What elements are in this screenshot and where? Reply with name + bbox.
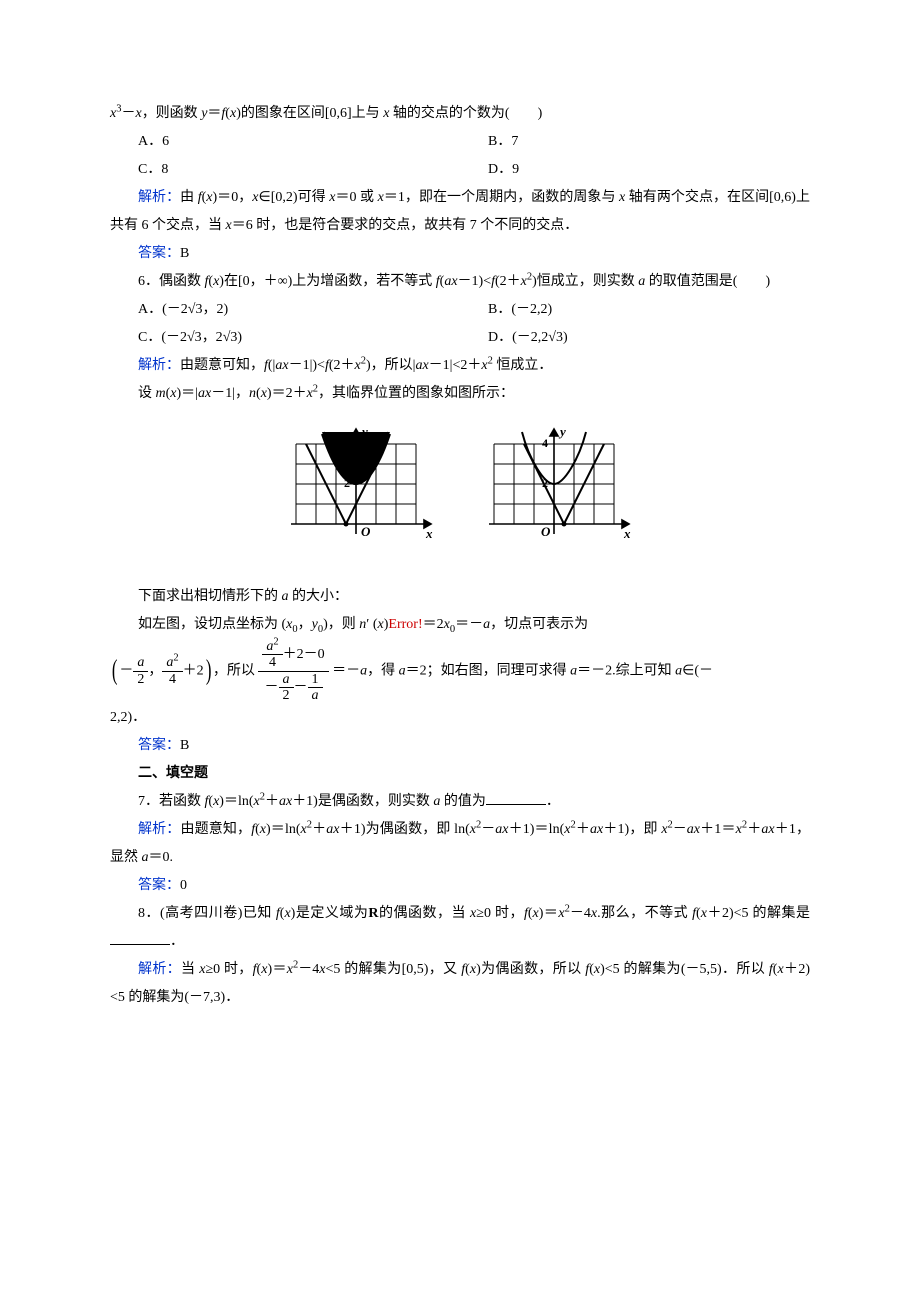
q6-jiexi-5: 2,2)．: [110, 704, 810, 732]
q5-jiexi: 解析：由 f(x)＝0，x∈[0,2)可得 x＝0 或 x＝1，即在一个周期内，…: [110, 184, 810, 240]
set-R: R: [368, 906, 378, 921]
svg-text:y: y: [360, 424, 368, 439]
daan-label: 答案：: [138, 878, 180, 893]
daan-label: 答案：: [138, 738, 180, 753]
q5-stem-cont: x3－x，则函数 y＝f(x)的图象在区间[0,6]上与 x 轴的交点的个数为(…: [110, 100, 810, 128]
q7-answer: 0: [180, 878, 187, 893]
q6-choice-B: B．(－2,2): [460, 296, 810, 324]
q6-figures: O x y 2 4: [110, 414, 810, 575]
svg-text:y: y: [558, 424, 566, 439]
q8-jiexi: 解析：当 x≥0 时，f(x)＝x2－4x<5 的解集为[0,5)，又 f(x)…: [110, 956, 810, 1012]
q5-choice-A: A．6: [110, 128, 460, 156]
section2-title: 二、填空题: [110, 760, 810, 788]
q6-choice-D: D．(－2,2√3): [460, 324, 810, 352]
q5-answer: B: [180, 246, 189, 261]
q6-stem: 6．偶函数 f(x)在[0，＋∞)上为增函数，若不等式 f(ax－1)<f(2＋…: [110, 268, 810, 296]
q5-daan: 答案：B: [110, 240, 810, 268]
jiexi-label: 解析：: [138, 358, 180, 373]
q5-choices: A．6 B．7 C．8 D．9: [110, 128, 810, 184]
svg-text:2: 2: [344, 476, 350, 490]
svg-text:2: 2: [542, 476, 548, 490]
jiexi-label: 解析：: [138, 962, 181, 977]
q6-daan: 答案：B: [110, 732, 810, 760]
jiexi-label: 解析：: [138, 822, 180, 837]
q6-choice-C: C．(－2√3，2√3): [110, 324, 460, 352]
q6-jiexi-4b: (－a2，a24＋2)，所以 a24＋2－0 －a2－1a ＝－a，得 a＝2；…: [110, 639, 810, 704]
q6-figure-right: O x y 2 4: [474, 414, 644, 564]
q6-jiexi-1: 解析：由题意可知，f(|ax－1|)<f(2＋x2)，所以|ax－1|<2＋x2…: [110, 352, 810, 380]
q6-jiexi-2: 设 m(x)＝|ax－1|，n(x)＝2＋x2，其临界位置的图象如图所示：: [110, 380, 810, 408]
daan-label: 答案：: [138, 246, 180, 261]
q8-stem: 8．(高考四川卷)已知 f(x)是定义域为R的偶函数，当 x≥0 时，f(x)＝…: [110, 900, 810, 956]
q5-choice-C: C．8: [110, 156, 460, 184]
q6-answer: B: [180, 738, 189, 753]
blank: [486, 790, 546, 805]
q7-jiexi: 解析：由题意知，f(x)＝ln(x2＋ax＋1)为偶函数，即 ln(x2－ax＋…: [110, 816, 810, 872]
q6-choices: A．(－2√3，2) B．(－2,2) C．(－2√3，2√3) D．(－2,2…: [110, 296, 810, 352]
svg-text:4: 4: [542, 436, 548, 450]
svg-text:O: O: [361, 524, 371, 539]
q6-jiexi-3: 下面求出相切情形下的 a 的大小：: [110, 583, 810, 611]
q7-daan: 答案：0: [110, 872, 810, 900]
svg-text:4: 4: [344, 436, 350, 450]
svg-text:O: O: [541, 524, 551, 539]
svg-text:x: x: [623, 526, 631, 541]
q5-choice-B: B．7: [460, 128, 810, 156]
page: x3－x，则函数 y＝f(x)的图象在区间[0,6]上与 x 轴的交点的个数为(…: [0, 0, 920, 1302]
q6-choice-A: A．(－2√3，2): [110, 296, 460, 324]
blank: [110, 930, 170, 945]
q6-figure-left: O x y 2 4: [276, 414, 446, 564]
q6-jiexi-4a: 如左图，设切点坐标为 (x0，y0)，则 n′ (x)Error!＝2x0＝－a…: [110, 611, 810, 639]
q5-choice-D: D．9: [460, 156, 810, 184]
q7-stem: 7．若函数 f(x)＝ln(x2＋ax＋1)是偶函数，则实数 a 的值为．: [110, 788, 810, 816]
jiexi-label: 解析：: [138, 190, 180, 205]
svg-text:x: x: [425, 526, 433, 541]
